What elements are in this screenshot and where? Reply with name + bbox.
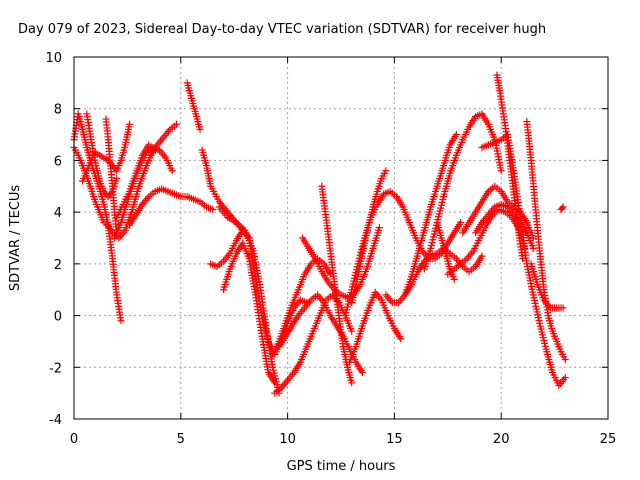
data-point xyxy=(457,218,465,226)
series-arc-2 xyxy=(70,144,108,226)
data-point xyxy=(382,167,390,175)
series-arc-10 xyxy=(183,79,204,133)
series-arc-24 xyxy=(382,131,460,307)
data-point xyxy=(348,327,356,335)
data-point xyxy=(561,374,569,382)
series-arc-20 xyxy=(318,182,356,387)
x-tick-label: 0 xyxy=(70,432,78,447)
data-point xyxy=(168,167,176,175)
series-arc-28 xyxy=(433,218,458,283)
series-arc-16 xyxy=(269,255,334,358)
y-tick-label: 4 xyxy=(54,206,62,221)
x-tick-label: 5 xyxy=(177,432,185,447)
series-arc-32 xyxy=(493,71,527,263)
data-point xyxy=(559,304,567,312)
data-point xyxy=(559,203,567,211)
data-point xyxy=(450,275,458,283)
plot-frame xyxy=(73,56,609,420)
series-arc-23 xyxy=(341,187,465,320)
x-axis-label: GPS time / hours xyxy=(287,459,396,474)
y-tick-label: 10 xyxy=(45,51,62,66)
data-point xyxy=(113,175,121,183)
y-axis-ticks: -4 -2 0 2 4 6 8 10 xyxy=(45,51,608,428)
series-arc-9 xyxy=(126,185,217,229)
y-tick-label: -2 xyxy=(49,361,62,376)
data-point xyxy=(348,379,356,387)
data-point xyxy=(397,335,405,343)
x-tick-label: 25 xyxy=(600,432,617,447)
series-arc-8 xyxy=(113,141,159,221)
y-tick-label: 8 xyxy=(54,103,62,118)
data-points xyxy=(70,71,569,397)
data-point xyxy=(452,131,460,139)
series-arc-35 xyxy=(557,203,567,214)
data-point xyxy=(196,125,204,133)
data-point xyxy=(126,120,134,128)
x-tick-label: 20 xyxy=(493,432,510,447)
y-axis-label: SDTVAR / TECUs xyxy=(8,185,23,292)
series-arc-31 xyxy=(478,131,569,389)
data-point xyxy=(209,206,217,214)
data-point xyxy=(519,255,527,263)
data-point xyxy=(497,167,505,175)
data-point xyxy=(358,368,366,376)
data-point xyxy=(561,356,569,364)
data-point xyxy=(117,317,125,325)
data-point xyxy=(271,379,279,387)
y-tick-label: 6 xyxy=(54,154,62,169)
x-axis-ticks: 0 5 10 15 20 25 xyxy=(70,57,616,447)
data-point xyxy=(375,224,383,232)
y-tick-label: -4 xyxy=(49,413,62,428)
series-arc-22 xyxy=(348,167,390,307)
chart-title: Day 079 of 2023, Sidereal Day-to-day VTE… xyxy=(18,22,546,37)
series-arc-3 xyxy=(79,120,134,185)
x-tick-label: 10 xyxy=(279,432,296,447)
data-point xyxy=(151,146,159,154)
series-arc-30 xyxy=(472,200,537,252)
series-arc-18 xyxy=(275,291,366,376)
x-tick-label: 15 xyxy=(386,432,403,447)
y-tick-label: 2 xyxy=(54,258,62,273)
data-point xyxy=(558,204,566,212)
data-point xyxy=(529,244,537,252)
series-arc-14 xyxy=(220,239,279,387)
data-point xyxy=(478,252,486,260)
y-tick-label: 0 xyxy=(54,310,62,325)
data-point xyxy=(173,120,181,128)
series-arc-21 xyxy=(346,288,405,366)
series-arc-34 xyxy=(527,260,567,312)
series-arc-29 xyxy=(459,182,537,242)
